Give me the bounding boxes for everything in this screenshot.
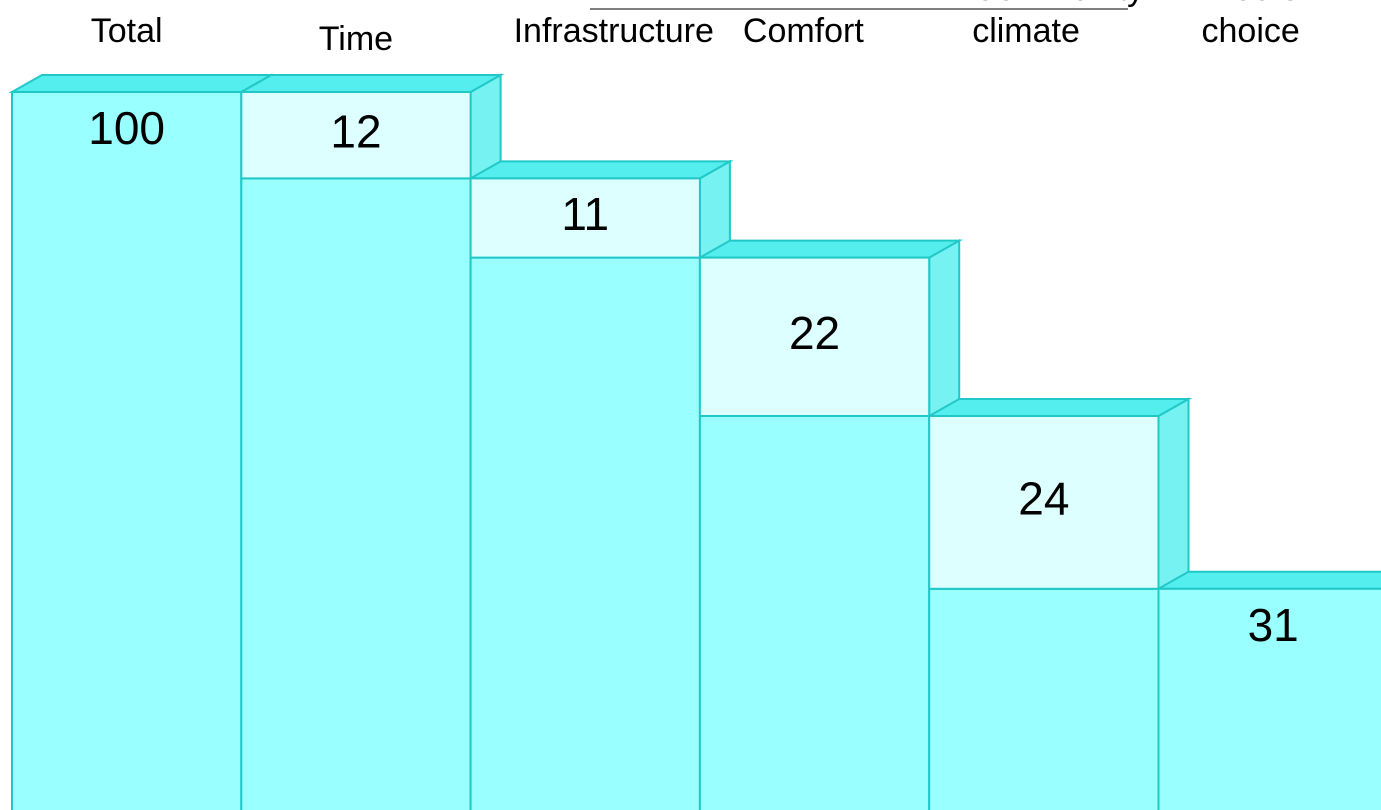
value-label: 12 — [330, 105, 381, 157]
column-top — [8, 74, 276, 93]
category-label: Infrastructure — [514, 12, 714, 50]
bar — [240, 91, 472, 180]
bar — [698, 256, 931, 417]
column-base — [928, 587, 1160, 810]
category-label: climate — [972, 12, 1080, 50]
category-label: Time — [319, 20, 393, 58]
bar — [469, 177, 701, 259]
bar — [11, 91, 243, 810]
bar — [1157, 587, 1381, 810]
column-base — [240, 177, 472, 810]
value-label: 24 — [1018, 473, 1069, 525]
column-base — [469, 256, 701, 810]
value-label: 31 — [1248, 599, 1299, 651]
column-top — [237, 74, 505, 93]
value-label: 11 — [561, 188, 609, 240]
category-label: Community — [972, 0, 1144, 8]
column-top — [466, 160, 734, 180]
column-base — [698, 415, 931, 810]
value-label: 100 — [88, 102, 165, 154]
value-label: 22 — [789, 307, 840, 359]
category-label: choice — [1202, 12, 1300, 50]
column-top — [1154, 570, 1381, 590]
column-top — [696, 239, 963, 259]
bar — [928, 415, 1160, 590]
category-label: Comfort — [743, 12, 864, 50]
column-top — [925, 398, 1193, 417]
category-label: Free of — [1202, 0, 1310, 8]
category-label: Total — [91, 12, 163, 50]
